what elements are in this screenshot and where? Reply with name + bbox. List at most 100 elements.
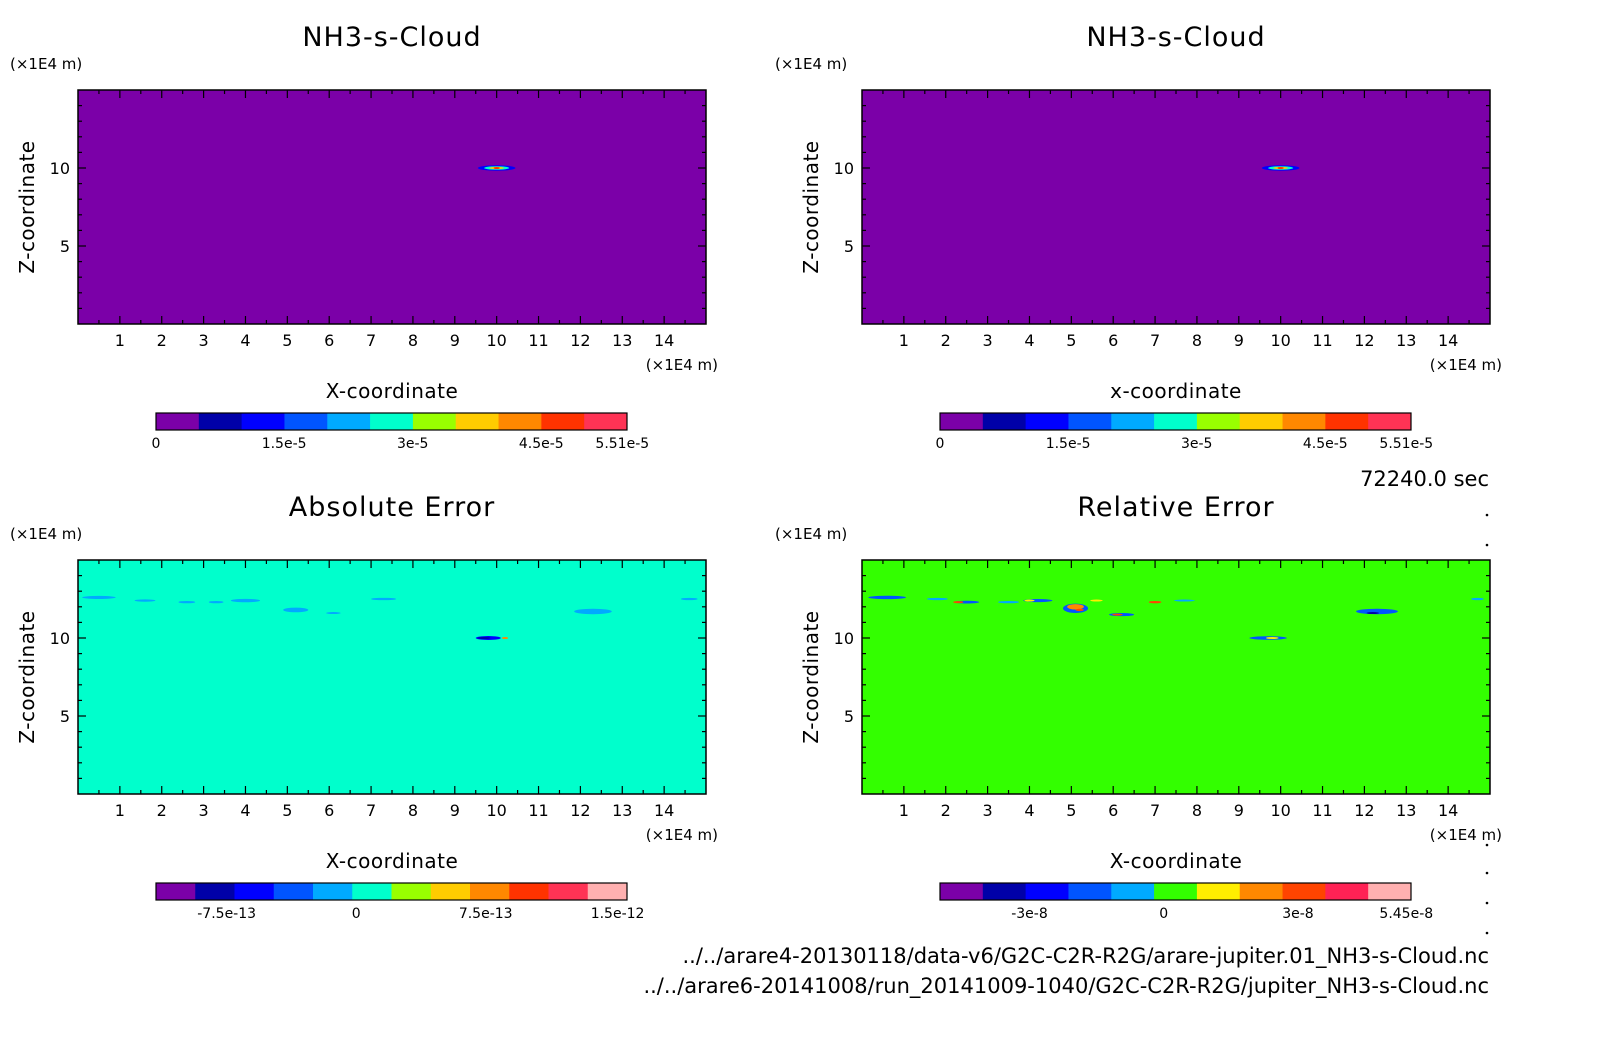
colorbar-label: 3e-8 — [1282, 906, 1313, 922]
contour-blob — [134, 599, 156, 602]
y-unit-label: (×1E4 m) — [10, 55, 82, 73]
x-tick-label: 10 — [1270, 331, 1290, 350]
edge-dot — [1485, 543, 1489, 547]
x-tick-label: 14 — [654, 331, 674, 350]
colorbar-segment — [982, 883, 1027, 900]
colorbar-segment — [1282, 413, 1326, 430]
x-tick-label: 11 — [1312, 331, 1332, 350]
x-tick-label: 1 — [899, 331, 909, 350]
colorbar: 0 1.5e-5 3e-5 4.5e-5 5.51e-5 — [152, 412, 649, 452]
contour-blob — [1471, 597, 1484, 601]
contour-blob — [208, 600, 224, 604]
colorbar-segment — [940, 883, 984, 900]
x-tick-label: 10 — [486, 801, 506, 820]
x-tick-label: 2 — [157, 801, 167, 820]
field-background — [862, 560, 1490, 794]
colorbar-segment — [455, 413, 500, 430]
x-unit-label: (×1E4 m) — [646, 826, 718, 844]
x-tick-label: 2 — [157, 331, 167, 350]
colorbar-segment — [982, 413, 1027, 430]
x-tick-label: 1 — [899, 801, 909, 820]
colorbar: -3e-8 0 3e-8 5.45e-8 — [939, 882, 1433, 922]
panel-nh3-top-left: NH3-s-Cloud (×1E4 m) (×1E4 m) X-coordina… — [10, 22, 718, 452]
colorbar-segment — [1239, 413, 1284, 430]
y-axis-label: Z-coordinate — [15, 610, 39, 743]
colorbar-frame — [939, 412, 1412, 431]
x-tick-label: 8 — [1192, 801, 1202, 820]
contour-blob — [1148, 600, 1162, 604]
colorbar-label: 1.5e-5 — [262, 436, 307, 452]
colorbar-label: 3e-5 — [397, 436, 428, 452]
contour-blob — [178, 600, 196, 604]
x-tick-label: 9 — [450, 801, 460, 820]
colorbar-label: 1.5e-12 — [591, 906, 645, 922]
field-background — [78, 560, 706, 794]
x-tick-label: 6 — [324, 801, 334, 820]
x-tick-label: 5 — [1066, 801, 1076, 820]
x-tick-label: 8 — [408, 801, 418, 820]
y-tick-label: 5 — [844, 237, 854, 256]
colorbar: -7.5e-13 0 7.5e-13 1.5e-12 — [155, 882, 645, 922]
y-axis-label: Z-coordinate — [15, 140, 39, 273]
file-path-2: ../../arare6-20141008/run_20141009-1040/… — [643, 974, 1489, 999]
x-tick-label: 2 — [941, 801, 951, 820]
edge-dot — [1485, 843, 1489, 847]
x-tick-label: 9 — [1234, 331, 1244, 350]
y-unit-label: (×1E4 m) — [775, 55, 847, 73]
x-tick-label: 5 — [282, 331, 292, 350]
x-tick-label: 4 — [240, 801, 250, 820]
x-unit-label: (×1E4 m) — [1430, 356, 1502, 374]
contour-blob — [82, 595, 116, 599]
x-tick-label: 12 — [1354, 801, 1374, 820]
contour-blob — [326, 612, 341, 615]
colorbar-segment — [541, 413, 585, 430]
colorbar-segment — [1111, 413, 1155, 430]
y-axis-label: Z-coordinate — [799, 140, 823, 273]
x-tick-label: 7 — [1150, 801, 1160, 820]
colorbar-label: 5.51e-5 — [595, 436, 649, 452]
x-axis-label: X-coordinate — [326, 379, 459, 403]
colorbar: 0 1.5e-5 3e-5 4.5e-5 5.51e-5 — [936, 412, 1433, 452]
colorbar-segment — [1196, 413, 1241, 430]
contour-blob — [1366, 612, 1380, 615]
contour-blob — [1356, 608, 1398, 615]
colorbar-segment — [1111, 883, 1155, 900]
x-tick-label: 3 — [199, 801, 209, 820]
colorbar-label: 0 — [152, 436, 161, 452]
x-tick-label: 9 — [450, 331, 460, 350]
colorbar-segment — [156, 883, 196, 900]
x-tick-label: 6 — [1108, 801, 1118, 820]
colorbar-label: -3e-8 — [1011, 906, 1048, 922]
panel-title: NH3-s-Cloud — [302, 22, 481, 53]
y-tick-label: 5 — [60, 707, 70, 726]
x-tick-label: 7 — [1150, 331, 1160, 350]
x-tick-label: 4 — [240, 331, 250, 350]
x-tick-label: 1 — [115, 801, 125, 820]
colorbar-segment — [370, 413, 414, 430]
x-tick-label: 7 — [366, 801, 376, 820]
x-tick-label: 12 — [570, 331, 590, 350]
y-unit-label: (×1E4 m) — [775, 525, 847, 543]
colorbar-label: 1.5e-5 — [1046, 436, 1091, 452]
edge-markers — [1485, 513, 1489, 935]
y-tick-label: 10 — [834, 629, 854, 648]
y-tick-label: 5 — [844, 707, 854, 726]
contour-blob — [1067, 604, 1084, 610]
edge-dot — [1485, 513, 1489, 517]
panel-title: Absolute Error — [289, 492, 495, 523]
colorbar-segment — [156, 413, 200, 430]
x-tick-label: 4 — [1024, 331, 1034, 350]
contour-blob — [230, 598, 261, 603]
colorbar-segment — [940, 413, 984, 430]
panel-absolute-error: Absolute Error (×1E4 m) (×1E4 m) X-coord… — [10, 492, 718, 922]
file-path-1: ../../arare4-20130118/data-v6/G2C-C2R-R2… — [683, 944, 1490, 969]
colorbar-segment — [498, 413, 542, 430]
x-tick-label: 10 — [486, 331, 506, 350]
x-tick-label: 6 — [324, 331, 334, 350]
contour-blob — [1090, 599, 1103, 602]
x-tick-label: 8 — [408, 331, 418, 350]
x-tick-label: 13 — [1396, 331, 1416, 350]
x-tick-label: 14 — [1438, 801, 1458, 820]
